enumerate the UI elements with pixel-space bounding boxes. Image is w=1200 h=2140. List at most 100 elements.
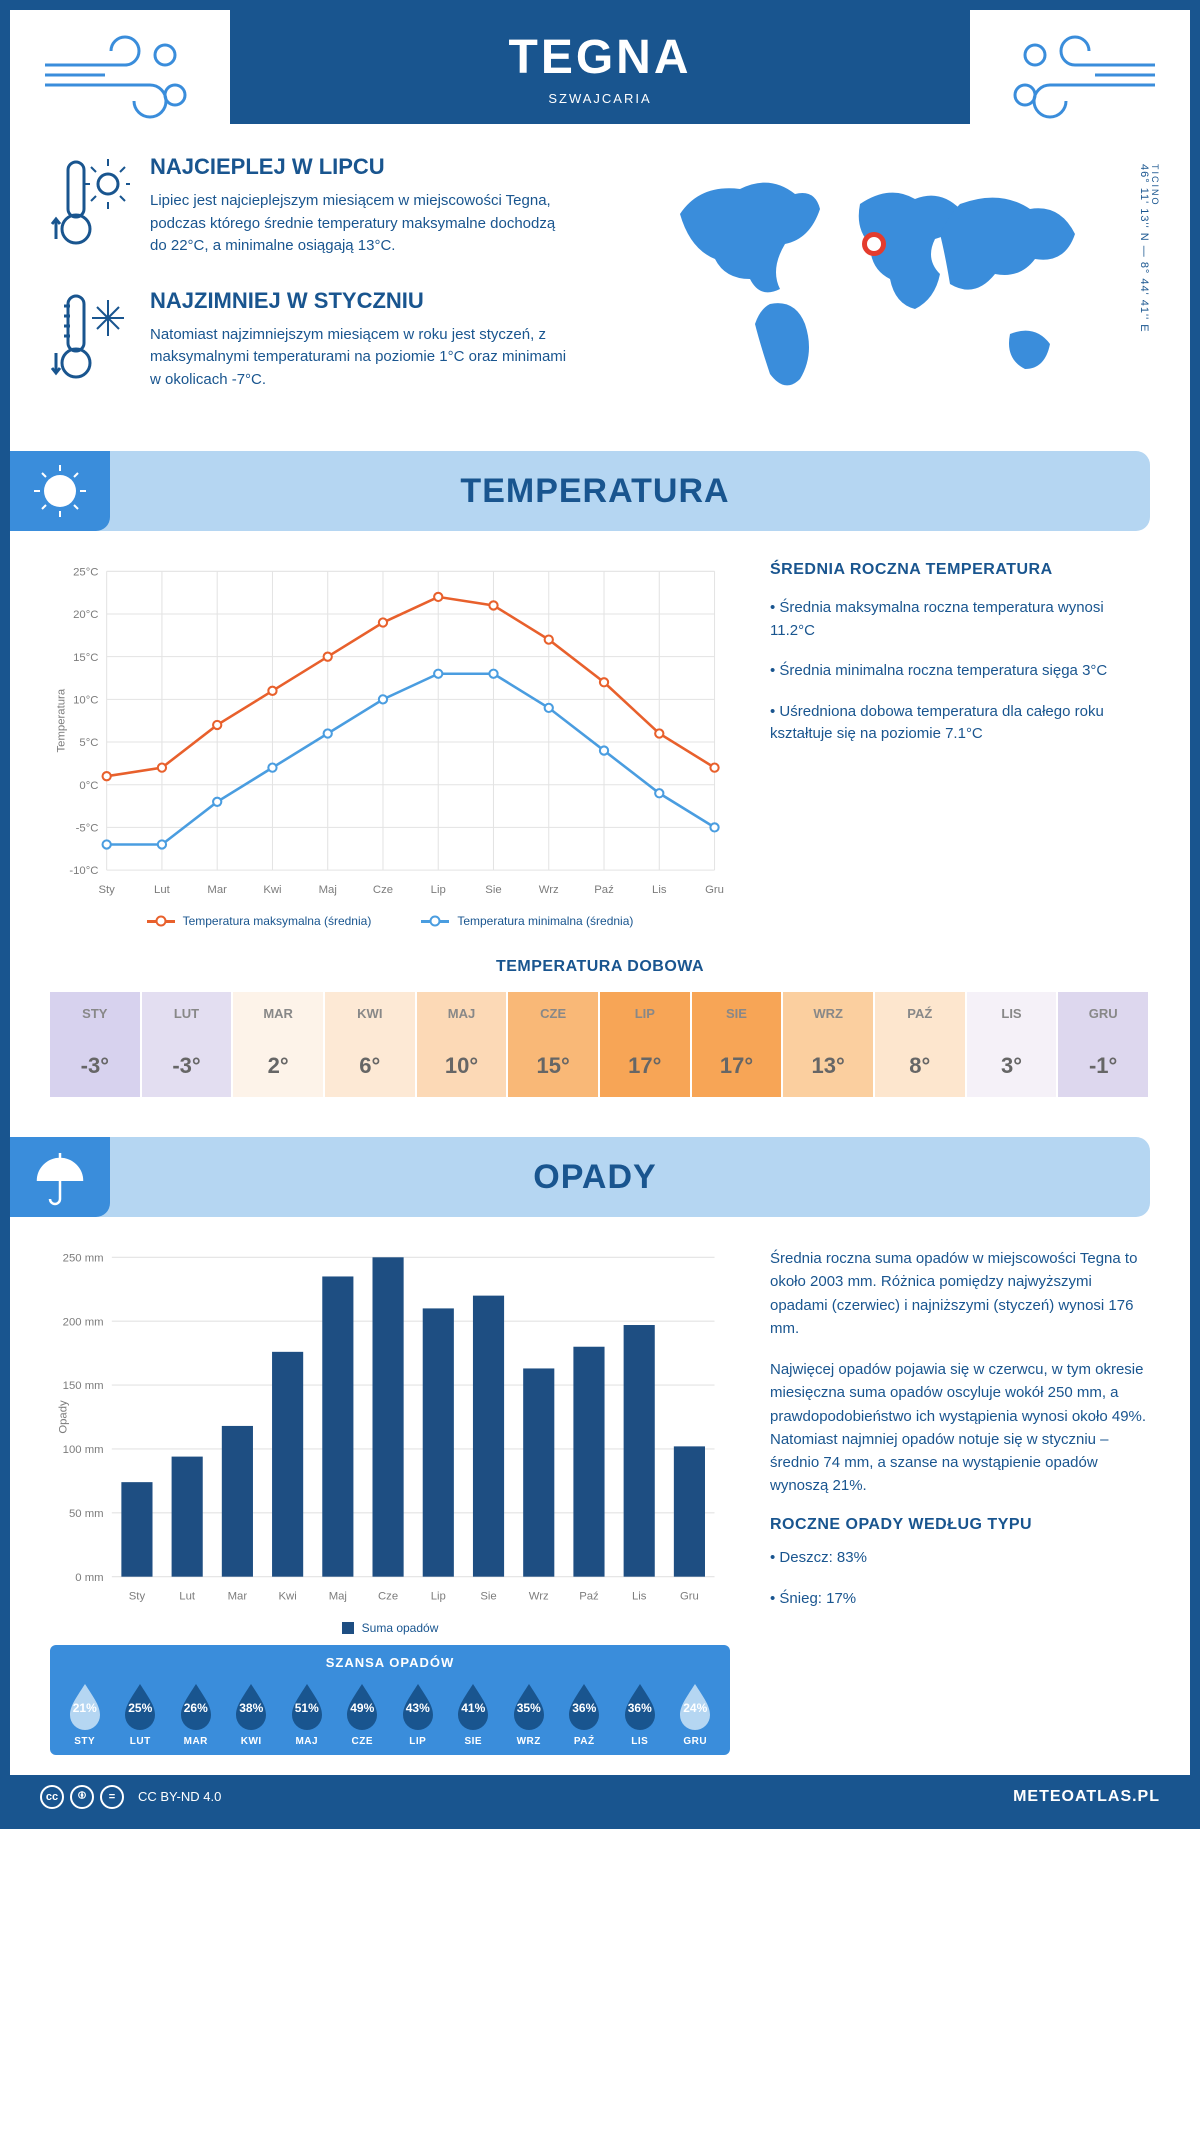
chance-item: 25% LUT <box>114 1682 168 1747</box>
fact-title: NAJCIEPLEJ W LIPCU <box>150 154 570 180</box>
svg-text:Maj: Maj <box>319 884 337 896</box>
svg-text:Lut: Lut <box>154 884 171 896</box>
region-label: TICINO <box>1150 164 1160 325</box>
legend-sum: Suma opadów <box>362 1621 439 1635</box>
svg-text:250 mm: 250 mm <box>63 1252 104 1264</box>
table-cell: 8° <box>875 1035 967 1097</box>
raindrop-icon: 26% <box>177 1682 215 1730</box>
svg-text:25°C: 25°C <box>73 566 98 578</box>
table-header: LUT <box>142 992 234 1035</box>
coords-value: 46° 11' 13'' N — 8° 44' 41'' E <box>1138 164 1150 333</box>
legend-min: Temperatura minimalna (średnia) <box>457 914 633 928</box>
chance-item: 24% GRU <box>669 1682 723 1747</box>
svg-text:Kwi: Kwi <box>278 1590 296 1602</box>
table-header: SIE <box>692 992 784 1035</box>
page-title: TEGNA <box>230 30 970 85</box>
chance-item: 35% WRZ <box>502 1682 556 1747</box>
svg-text:5°C: 5°C <box>79 737 98 749</box>
wind-icon <box>1005 25 1165 125</box>
raindrop-icon: 43% <box>399 1682 437 1730</box>
chance-item: 26% MAR <box>169 1682 223 1747</box>
table-header: PAŹ <box>875 992 967 1035</box>
svg-text:Temperatura: Temperatura <box>55 688 67 752</box>
cc-icon: cc <box>40 1785 64 1809</box>
svg-text:100 mm: 100 mm <box>63 1444 104 1456</box>
footer: cc 🅯 = CC BY-ND 4.0 METEOATLAS.PL <box>10 1775 1190 1819</box>
svg-text:-5°C: -5°C <box>76 823 99 835</box>
fact-body: NAJCIEPLEJ W LIPCU Lipiec jest najcieple… <box>150 154 570 258</box>
brand-label: METEOATLAS.PL <box>1013 1788 1160 1806</box>
chance-item: 36% PAŹ <box>558 1682 612 1747</box>
table-header: GRU <box>1058 992 1150 1035</box>
svg-text:Sie: Sie <box>480 1590 496 1602</box>
raindrop-icon: 41% <box>454 1682 492 1730</box>
table-header: CZE <box>508 992 600 1035</box>
fact-text: Natomiast najzimniejszym miesiącem w rok… <box>150 324 570 392</box>
svg-text:Paź: Paź <box>594 884 614 896</box>
chance-item: 43% LIP <box>391 1682 445 1747</box>
svg-text:Wrz: Wrz <box>529 1590 549 1602</box>
temperature-section: -10°C-5°C0°C5°C10°C15°C20°C25°CStyLutMar… <box>50 561 1150 928</box>
svg-text:50 mm: 50 mm <box>69 1508 104 1520</box>
svg-text:150 mm: 150 mm <box>63 1380 104 1392</box>
info-bullet: • Uśredniona dobowa temperatura dla całe… <box>770 701 1150 746</box>
chance-box: SZANSA OPADÓW 21% STY 25% LUT 26% MAR 3 <box>50 1645 730 1755</box>
svg-text:Lip: Lip <box>431 1590 446 1602</box>
svg-text:0 mm: 0 mm <box>75 1572 103 1584</box>
coordinates: TICINO 46° 11' 13'' N — 8° 44' 41'' E <box>1138 164 1160 333</box>
cc-icons: cc 🅯 = <box>40 1785 124 1809</box>
svg-text:Lut: Lut <box>179 1590 196 1602</box>
svg-text:Gru: Gru <box>680 1590 699 1602</box>
raindrop-icon: 35% <box>510 1682 548 1730</box>
facts-col: NAJCIEPLEJ W LIPCU Lipiec jest najcieple… <box>50 154 620 421</box>
svg-text:10°C: 10°C <box>73 694 98 706</box>
svg-text:Paź: Paź <box>579 1590 599 1602</box>
temperature-line-chart: -10°C-5°C0°C5°C10°C15°C20°C25°CStyLutMar… <box>50 561 730 928</box>
svg-text:0°C: 0°C <box>79 780 98 792</box>
svg-text:Opady: Opady <box>57 1400 69 1434</box>
fact-body: NAJZIMNIEJ W STYCZNIU Natomiast najzimni… <box>150 288 570 392</box>
table-header: STY <box>50 992 142 1035</box>
chance-item: 51% MAJ <box>280 1682 334 1747</box>
table-cell: 15° <box>508 1035 600 1097</box>
table-cell: -3° <box>50 1035 142 1097</box>
sun-icon <box>10 451 110 531</box>
chance-item: 36% LIS <box>613 1682 667 1747</box>
daily-title: TEMPERATURA DOBOWA <box>50 958 1150 976</box>
fact-cold: NAJZIMNIEJ W STYCZNIU Natomiast najzimni… <box>50 288 620 392</box>
fact-title: NAJZIMNIEJ W STYCZNIU <box>150 288 570 314</box>
by-icon: 🅯 <box>70 1785 94 1809</box>
table-cell: 13° <box>783 1035 875 1097</box>
info-title: ŚREDNIA ROCZNA TEMPERATURA <box>770 561 1150 579</box>
svg-text:20°C: 20°C <box>73 609 98 621</box>
table-cell: -1° <box>1058 1035 1150 1097</box>
thermometer-sun-icon <box>50 154 130 254</box>
chance-item: 21% STY <box>58 1682 112 1747</box>
nd-icon: = <box>100 1785 124 1809</box>
svg-text:Wrz: Wrz <box>539 884 559 896</box>
precip-para: Średnia roczna suma opadów w miejscowośc… <box>770 1247 1150 1340</box>
umbrella-icon <box>10 1137 110 1217</box>
chance-title: SZANSA OPADÓW <box>58 1655 722 1670</box>
section-heading: TEMPERATURA <box>140 472 1050 511</box>
rain-line: • Deszcz: 83% <box>770 1546 1150 1569</box>
world-map-icon <box>650 154 1110 414</box>
section-band-precip: OPADY <box>10 1137 1150 1217</box>
intro-row: NAJCIEPLEJ W LIPCU Lipiec jest najcieple… <box>50 154 1150 421</box>
chart-legend: Temperatura maksymalna (średnia) Tempera… <box>50 914 730 928</box>
header-banner: TEGNA SZWAJCARIA <box>230 10 970 124</box>
daily-temperature: TEMPERATURA DOBOWA STYLUTMARKWIMAJCZELIP… <box>50 958 1150 1097</box>
table-header: LIP <box>600 992 692 1035</box>
table-header: KWI <box>325 992 417 1035</box>
fact-text: Lipiec jest najcieplejszym miesiącem w m… <box>150 190 570 258</box>
svg-text:200 mm: 200 mm <box>63 1316 104 1328</box>
table-header: MAJ <box>417 992 509 1035</box>
precip-para: Najwięcej opadów pojawia się w czerwcu, … <box>770 1358 1150 1498</box>
svg-text:Mar: Mar <box>207 884 227 896</box>
map-col: TICINO 46° 11' 13'' N — 8° 44' 41'' E <box>650 154 1150 421</box>
svg-text:Lis: Lis <box>652 884 667 896</box>
section-heading: OPADY <box>140 1158 1050 1197</box>
chance-item: 41% SIE <box>447 1682 501 1747</box>
table-header: LIS <box>967 992 1059 1035</box>
svg-text:Lis: Lis <box>632 1590 647 1602</box>
